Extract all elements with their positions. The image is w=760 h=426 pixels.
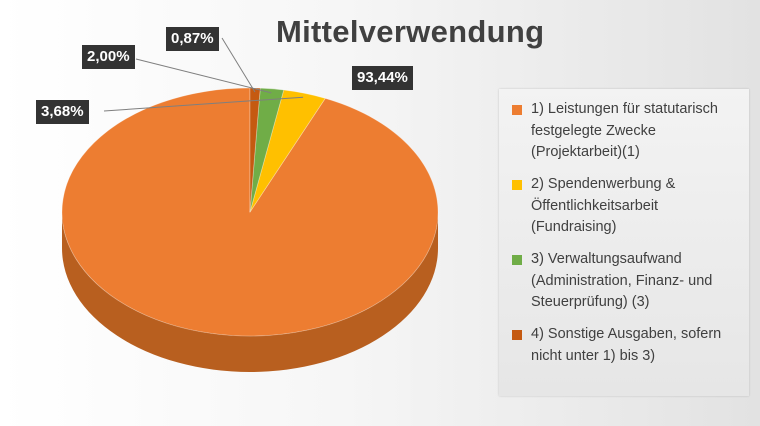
legend-label-2: 2) Spendenwerbung & Öffentlichkeitsarbei… [531, 176, 676, 235]
data-label-4: 0,87% [166, 27, 219, 51]
leader-line-4 [221, 37, 256, 93]
legend-label-4: 4) Sonstige Ausgaben, sofern nicht unter… [531, 326, 722, 364]
data-label-2: 3,68% [36, 100, 89, 124]
legend-item-2: 2) Spendenwerbung & Öffentlichkeitsarbei… [509, 174, 741, 239]
legend-swatch-4 [512, 330, 522, 340]
legend-item-4: 4) Sonstige Ausgaben, sofern nicht unter… [509, 324, 741, 367]
leader-line-3 [135, 58, 272, 94]
pie-slice-side-1 [62, 212, 438, 372]
legend-item-1: 1) Leistungen für statutarisch festgeleg… [509, 99, 741, 164]
pie-slice-1 [61, 87, 439, 337]
chart-title: Mittelverwendung [276, 14, 545, 49]
data-label-3: 2,00% [82, 45, 135, 69]
legend-swatch-2 [512, 180, 522, 190]
legend-swatch-3 [512, 255, 522, 265]
pie-slice-2 [249, 89, 326, 213]
pie-slice-3 [249, 87, 285, 213]
data-label-1: 93,44% [352, 66, 413, 90]
legend-swatch-1 [512, 105, 522, 115]
leader-line-2 [103, 96, 304, 112]
legend-label-3: 3) Verwaltungsaufwand (Administration, F… [531, 251, 713, 310]
legend: 1) Leistungen für statutarisch festgeleg… [499, 89, 749, 396]
legend-item-3: 3) Verwaltungsaufwand (Administration, F… [509, 249, 741, 314]
legend-label-1: 1) Leistungen für statutarisch festgeleg… [531, 101, 718, 160]
